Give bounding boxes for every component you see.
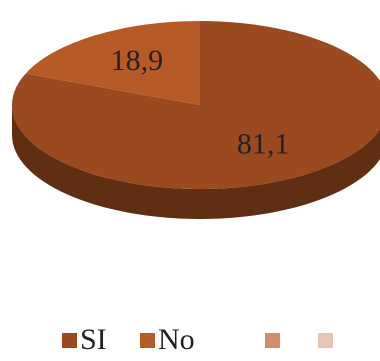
- data-label: 18,9: [111, 44, 164, 77]
- pie-slice: [12, 21, 380, 189]
- legend-swatch: [62, 333, 77, 348]
- legend-swatch: [140, 333, 155, 348]
- legend-swatch: [318, 333, 333, 348]
- legend-label: No: [158, 323, 195, 356]
- pie-slice: [25, 21, 200, 105]
- legend-swatch: [265, 333, 280, 348]
- pie-side: [12, 105, 380, 219]
- legend-label: SI: [80, 323, 107, 356]
- data-label: 81,1: [237, 128, 290, 161]
